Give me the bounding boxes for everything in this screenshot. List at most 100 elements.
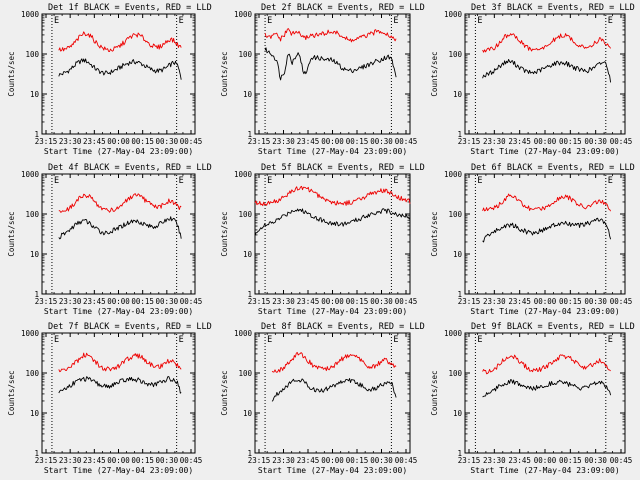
x-tick-label: 00:45 (610, 137, 633, 146)
x-tick-label: 23:15 (35, 297, 58, 306)
x-tick-label: 23:15 (458, 297, 481, 306)
chart-title: Det 5f BLACK = Events, RED = LLD (261, 163, 425, 173)
event-marker-label: E (477, 335, 482, 345)
series-line-lld (58, 31, 182, 52)
series-line-events (482, 379, 612, 398)
x-axis-title: Start Time (27-May-04 23:09:00) (470, 466, 619, 475)
y-tick-label: 100 (25, 210, 39, 219)
event-marker-label: E (608, 335, 613, 345)
y-tick-label: 10 (453, 250, 463, 259)
event-marker-label: E (54, 16, 59, 26)
y-tick-label: 1 (247, 130, 252, 139)
event-marker-label: E (393, 176, 398, 186)
event-marker-label: E (179, 335, 184, 345)
panel-grid: Det 1f BLACK = Events, RED = LLD11010010… (7, 3, 635, 475)
y-axis-title: Counts/sec (7, 370, 16, 415)
x-axis-title: Start Time (27-May-04 23:09:00) (470, 307, 619, 316)
y-tick-label: 1000 (21, 170, 40, 179)
x-tick-label: 00:45 (395, 297, 418, 306)
y-tick-label: 100 (238, 369, 252, 378)
y-axis-title: Counts/sec (7, 211, 16, 256)
x-tick-label: 23:30 (59, 456, 82, 465)
x-tick-label: 23:15 (35, 456, 58, 465)
y-tick-label: 1 (247, 449, 252, 458)
y-tick-label: 100 (448, 210, 462, 219)
x-tick-label: 23:15 (248, 456, 271, 465)
event-marker-label: E (267, 176, 272, 186)
x-tick-label: 00:45 (610, 297, 633, 306)
y-tick-label: 10 (453, 90, 463, 99)
y-tick-label: 10 (30, 90, 40, 99)
series-line-lld (58, 352, 182, 373)
x-tick-label: 00:15 (131, 297, 154, 306)
x-tick-label: 00:45 (180, 456, 203, 465)
x-tick-label: 00:45 (395, 456, 418, 465)
x-tick-label: 23:45 (508, 456, 531, 465)
x-axis-title: Start Time (27-May-04 23:09:00) (258, 147, 407, 156)
x-axis-title: Start Time (27-May-04 23:09:00) (258, 466, 407, 475)
chart-title: Det 2f BLACK = Events, RED = LLD (261, 3, 425, 13)
chart-title: Det 7f BLACK = Events, RED = LLD (48, 322, 212, 332)
chart-panel-4: Det 4f BLACK = Events, RED = LLD 1 10 100 10… (7, 163, 212, 316)
chart-panel-6: Det 6f BLACK = Events, RED = LLD 1 10 100 10… (430, 163, 635, 316)
y-tick-label: 100 (448, 369, 462, 378)
x-tick-label: 00:00 (321, 137, 344, 146)
y-tick-label: 1 (34, 290, 39, 299)
chart-title: Det 9f BLACK = Events, RED = LLD (471, 322, 635, 332)
x-tick-label: 00:30 (156, 456, 179, 465)
x-tick-label: 00:00 (107, 137, 130, 146)
series-line-lld (482, 193, 611, 212)
y-axis-title: Counts/sec (430, 370, 439, 415)
y-tick-label: 1 (34, 449, 39, 458)
y-tick-label: 1000 (444, 170, 463, 179)
series-line-lld (254, 185, 411, 207)
event-marker-label: E (477, 16, 482, 26)
y-tick-label: 1 (457, 449, 462, 458)
x-tick-label: 00:30 (370, 456, 393, 465)
y-axis-title: Counts/sec (220, 51, 229, 96)
y-axis-title: Counts/sec (430, 211, 439, 256)
chart-title: Det 6f BLACK = Events, RED = LLD (471, 163, 635, 173)
series-line-lld (58, 193, 182, 213)
chart-title: Det 1f BLACK = Events, RED = LLD (48, 3, 212, 13)
series-line-lld (482, 33, 611, 53)
x-tick-label: 23:30 (272, 456, 295, 465)
x-tick-label: 23:30 (483, 297, 506, 306)
x-tick-label: 00:15 (131, 137, 154, 146)
x-axis-title: Start Time (27-May-04 23:09:00) (44, 466, 193, 475)
x-tick-label: 00:00 (534, 297, 557, 306)
series-line-lld (271, 351, 397, 373)
event-marker-label: E (393, 16, 398, 26)
y-tick-label: 10 (30, 409, 40, 418)
y-tick-label: 10 (243, 90, 253, 99)
x-tick-label: 00:15 (346, 297, 369, 306)
x-tick-label: 23:15 (458, 456, 481, 465)
event-marker-label: E (477, 176, 482, 186)
x-tick-label: 00:15 (559, 297, 582, 306)
x-tick-label: 00:15 (346, 137, 369, 146)
x-tick-label: 23:45 (508, 297, 531, 306)
x-tick-label: 23:15 (35, 137, 58, 146)
chart-title: Det 8f BLACK = Events, RED = LLD (261, 322, 425, 332)
y-tick-label: 1 (34, 130, 39, 139)
x-tick-label: 23:30 (272, 297, 295, 306)
x-tick-label: 00:30 (156, 297, 179, 306)
y-tick-label: 1000 (234, 329, 253, 338)
x-tick-label: 23:45 (83, 137, 106, 146)
series-line-events (271, 378, 397, 402)
y-axis-title: Counts/sec (7, 51, 16, 96)
event-marker-label: E (393, 335, 398, 345)
chart-panel-9: Det 9f BLACK = Events, RED = LLD 1 10 100 10… (430, 322, 635, 475)
x-tick-label: 23:30 (272, 137, 295, 146)
y-tick-label: 10 (243, 409, 253, 418)
x-tick-label: 00:45 (610, 456, 633, 465)
y-tick-label: 10 (453, 409, 463, 418)
series-line-events (482, 58, 612, 83)
x-axis-title: Start Time (27-May-04 23:09:00) (44, 307, 193, 316)
y-tick-label: 10 (243, 250, 253, 259)
y-tick-label: 1000 (21, 10, 40, 19)
x-axis-title: Start Time (27-May-04 23:09:00) (44, 147, 193, 156)
event-marker-label: E (608, 16, 613, 26)
